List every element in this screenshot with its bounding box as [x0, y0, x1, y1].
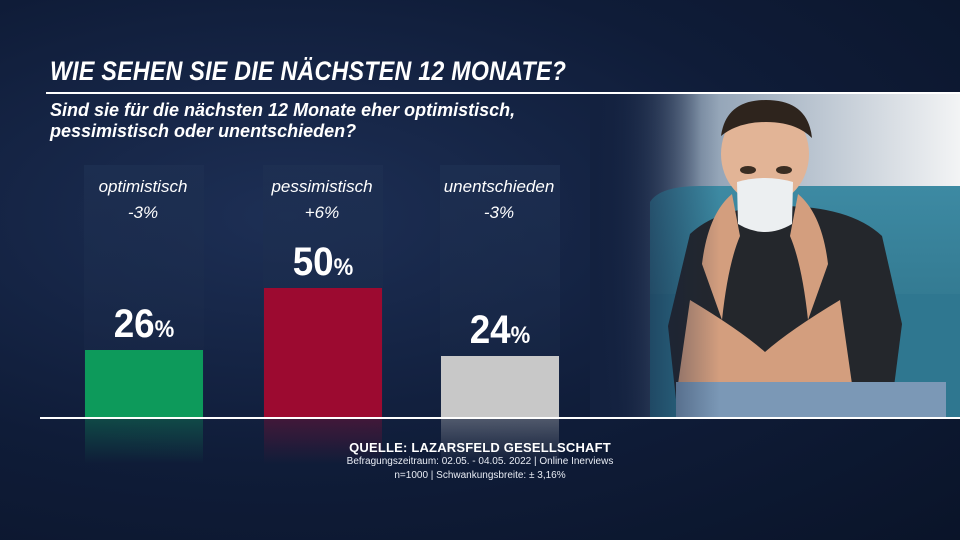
change-label-pessimistisch: +6%	[304, 203, 340, 222]
value-label-optimistisch: 26%	[113, 302, 175, 346]
category-label-optimistisch: optimistisch	[98, 177, 188, 196]
chart-subtitle: Sind sie für die nächsten 12 Monate eher…	[50, 100, 516, 141]
source-block: QUELLE: LAZARSFELD GESELLSCHAFT Befragun…	[300, 440, 660, 483]
source-title: QUELLE: LAZARSFELD GESELLSCHAFT	[349, 440, 611, 455]
survey-period-note: Befragungszeitraum: 02.05. - 04.05. 2022…	[346, 456, 614, 467]
bar-optimistisch	[85, 350, 203, 418]
value-label-pessimistisch: 50%	[292, 240, 354, 284]
sample-size-note: n=1000 | Schwankungsbreite: ± 3,16%	[394, 470, 566, 481]
value-label-unentschieden: 24%	[469, 308, 531, 352]
bar-reflection-unentschieden	[441, 418, 559, 464]
chart-baseline	[40, 417, 960, 419]
change-label-unentschieden: -3%	[483, 203, 515, 222]
category-label-pessimistisch: pessimistisch	[271, 177, 373, 196]
bar-reflection-optimistisch	[85, 418, 203, 464]
bar-unentschieden	[441, 356, 559, 418]
category-label-unentschieden: unentschieden	[443, 177, 555, 196]
person-with-face-mask-photo	[590, 94, 960, 418]
title-divider	[46, 92, 960, 94]
bar-reflection-pessimistisch	[264, 418, 382, 464]
chart-title: WIE SEHEN SIE DIE NÄCHSTEN 12 MONATE?	[50, 56, 567, 86]
change-label-optimistisch: -3%	[127, 203, 159, 222]
bar-pessimistisch	[264, 288, 382, 418]
